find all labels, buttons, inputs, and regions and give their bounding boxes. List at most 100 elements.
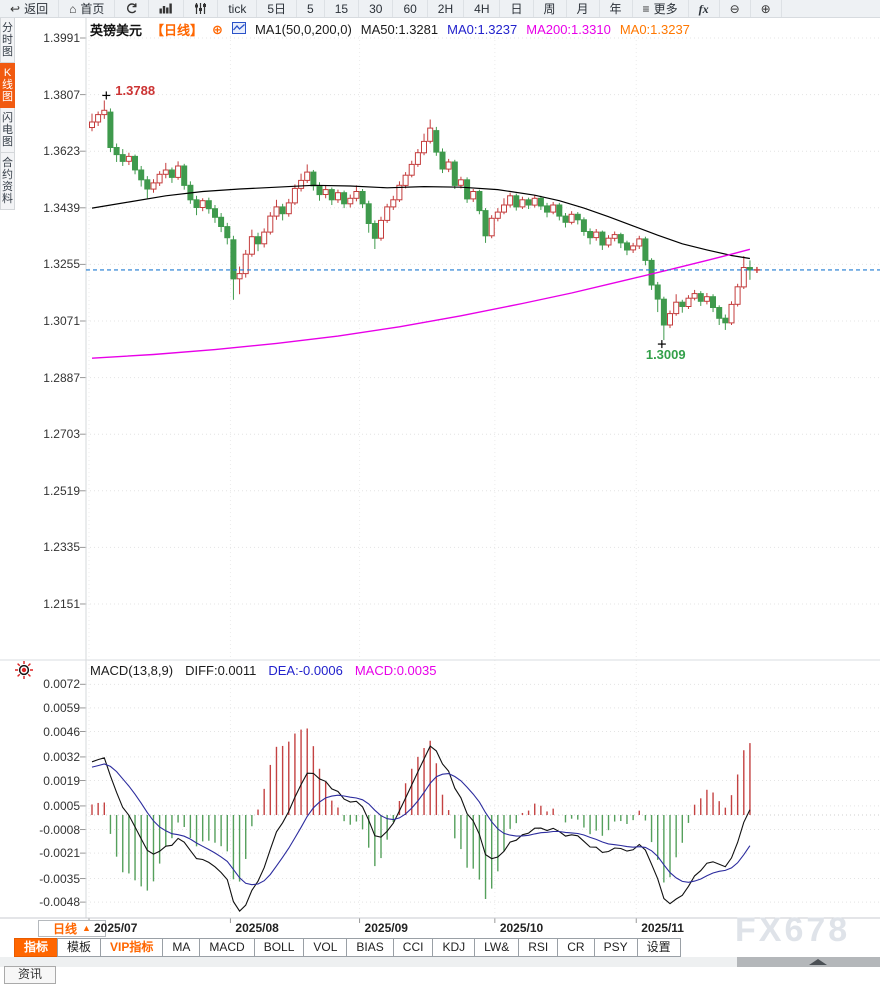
month-label: 2025/08 [235,921,279,935]
tab-PSY[interactable]: PSY [593,938,638,957]
sidebar-item-time-share-chart[interactable]: 分时图 [0,18,15,63]
toolbar-period-15m-label: 15 [334,1,349,16]
sidebar-item-char: 闪 [2,112,13,124]
macd-macd-value: MACD:0.0035 [354,663,437,678]
top-toolbar: ↩ 返回 ⌂ 首页 tick 5日 5 15 30 60 2H 4H 日周月年 ≡ 更多 fx ⊖ ⊕ [0,0,880,18]
sidebar-item-lightning-chart[interactable]: 闪电图 [0,108,15,153]
more-icon: ≡ [642,1,650,16]
month-label: 2025/11 [641,921,684,935]
indicator-tab-bar: 指标 模板 VIP指标 MA MACD BOLL VOL BIAS CCI KDJ LW& RSI CR… [14,938,681,957]
line-chart-icon [231,22,246,37]
month-label: 2025/09 [364,921,408,935]
live-indicator-icon[interactable] [14,660,34,680]
tab-RSI[interactable]: RSI [518,938,559,957]
watermark: FX678 [735,911,851,949]
refresh-icon [125,2,138,15]
period-selector[interactable]: 日线 ▲ [38,920,106,937]
fx-icon: fx [698,1,709,16]
tab-MA[interactable]: MA [162,938,201,957]
symbol-name: 英镑美元 [90,23,143,38]
tab-CCI[interactable]: CCI [392,938,434,957]
tab-VOL[interactable]: VOL [303,938,348,957]
toolbar-period-30m-label: 30 [369,1,383,16]
sidebar-item-char: 图 [2,136,13,148]
toolbar-zoom-out-button[interactable]: ⊖ [720,0,751,17]
tab-MACD[interactable]: MACD [199,938,255,957]
tab-news[interactable]: 资讯 [4,966,56,984]
toolbar-back-label: 返回 [24,1,49,16]
toolbar-period-month-label: 月 [576,1,589,16]
high-price-annotation: 1.3788 [115,83,156,99]
tab-BOLL[interactable]: BOLL [253,938,305,957]
ma200-value: MA200:1.3310 [526,22,611,37]
toolbar-period-15m-button[interactable]: 15 [325,0,360,17]
add-indicator-icon[interactable]: ⊕ [212,21,223,37]
toolbar-more-button[interactable]: ≡ 更多 [633,0,689,17]
toolbar-period-day-button[interactable]: 日 [500,0,534,17]
tab-VIP指标[interactable]: VIP指标 [100,938,164,957]
toolbar-range-5d-label: 5日 [267,1,287,16]
ma0-blue-value: MA0:1.3237 [447,22,518,37]
tab-LW&[interactable]: LW& [474,938,520,957]
sidebar-item-char: 图 [2,46,13,58]
sidebar-item-char: 时 [2,34,13,46]
back-icon: ↩ [10,1,21,16]
period-selector-label: 日线 [53,922,78,936]
period-tag: 【日线】 [151,23,204,38]
sidebar-item-char: 合 [2,157,13,169]
toolbar-indicator-settings-button[interactable] [184,0,219,17]
toolbar-chart-style-button[interactable] [149,0,185,17]
toolbar-period-60m-button[interactable]: 60 [393,0,428,17]
ma0-orange-value: MA0:1.3237 [619,22,690,37]
toolbar-period-5m-button[interactable]: 5 [297,0,325,17]
toolbar-period-year-button[interactable]: 年 [600,0,633,17]
toolbar-fx-button[interactable]: fx [689,0,720,17]
toolbar-period-2h-button[interactable]: 2H [428,0,465,17]
macd-legend: MACD(13,8,9) DIFF:0.0011 DEA:-0.0006 MAC… [90,663,436,678]
chart-style-icon [159,3,173,14]
tab-指标[interactable]: 指标 [14,938,59,957]
toolbar-period-week-label: 周 [543,1,556,16]
toolbar-period-4h-button[interactable]: 4H [464,0,501,17]
sidebar-item-char: 资 [2,181,13,193]
toolbar-home-label: 首页 [80,1,105,16]
tab-CR[interactable]: CR [557,938,595,957]
toolbar-period-month-button[interactable]: 月 [567,0,600,17]
tab-模板[interactable]: 模板 [57,938,102,957]
toolbar-period-60m-label: 60 [403,1,417,16]
ma-params-label: MA1(50,0,200,0) [254,22,352,37]
sidebar-item-char: 线 [2,79,13,91]
time-axis-row: 日线 ▲ 2025/07 2025/08 2025/09 2025/10 2025/11 [0,919,880,938]
sidebar-item-char: 约 [2,169,13,181]
zoom-in-icon: ⊕ [760,1,771,16]
toolbar-range-5d-button[interactable]: 5日 [257,0,298,17]
toolbar-zoom-in-button[interactable]: ⊕ [751,0,782,17]
toolbar-back-button[interactable]: ↩ 返回 [0,0,60,17]
sidebar-item-contract-info[interactable]: 合约资料 [0,153,15,210]
month-label: 2025/10 [499,921,544,935]
toolbar-home-button[interactable]: ⌂ 首页 [59,0,116,17]
tab-KDJ[interactable]: KDJ [432,938,476,957]
scrollbar[interactable] [737,957,880,967]
toolbar-period-2h-label: 2H [437,1,454,16]
home-icon: ⌂ [69,1,77,16]
macd-diff-value: DIFF:0.0011 [185,663,257,678]
toolbar-refresh-button[interactable] [115,0,150,17]
tab-设置[interactable]: 设置 [636,938,681,957]
ma50-value: MA50:1.3281 [360,22,439,37]
indicator-settings-icon [194,3,207,14]
zoom-out-icon: ⊖ [729,1,740,16]
sidebar-item-char: 图 [2,91,13,103]
tab-BIAS[interactable]: BIAS [346,938,394,957]
toolbar-period-week-button[interactable]: 周 [534,0,567,17]
toolbar-period-year-label: 年 [609,1,622,16]
scroll-up-icon [809,959,827,965]
toolbar-tick-button[interactable]: tick [218,0,258,17]
toolbar-period-5m-label: 5 [307,1,314,16]
chevron-up-icon: ▲ [82,923,91,933]
toolbar-period-30m-button[interactable]: 30 [359,0,394,17]
macd-params-label: MACD(13,8,9) [90,663,174,678]
chart-legend: 英镑美元 【日线】 ⊕ MA1(50,0,200,0) MA50:1.3281 … [90,20,690,39]
